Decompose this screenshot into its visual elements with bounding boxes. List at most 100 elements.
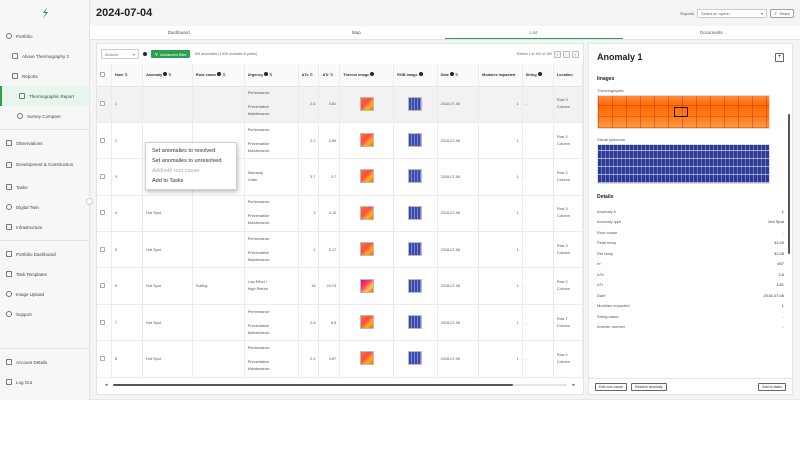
sort-icon[interactable]: ⇅ [329,72,334,78]
row-checkbox[interactable] [100,101,105,107]
sidebar-item-task-templates[interactable]: Task Templates [0,264,89,284]
thermo-thumbnail[interactable] [359,242,374,257]
rgb-thumbnail[interactable] [408,96,423,111]
rgb-thumbnail[interactable] [408,242,423,257]
sidebar-item-reports[interactable]: Reports [0,66,89,86]
rgb-thumbnail[interactable] [408,315,423,330]
row-select-cell[interactable] [97,304,112,342]
prev-page-button[interactable]: ‹ [554,50,561,58]
row-checkbox[interactable] [100,283,105,289]
menu-item-set-resolved[interactable]: Set anomalies to resolved [152,148,216,154]
table-row[interactable]: 7 Hot Spot Performance Preventative Mainte… [97,304,583,342]
row-select-cell[interactable] [97,267,112,305]
row-checkbox[interactable] [100,319,105,325]
column-header-modules[interactable]: Modules impacted [478,64,523,87]
edit-root-cause-button[interactable]: Edit root cause [595,382,627,391]
detail-scrollbar[interactable] [788,114,790,254]
export-select[interactable]: Select an option ▾ [696,8,767,18]
info-icon[interactable] [143,52,147,56]
rgb-thumbnail[interactable] [408,133,423,148]
tab-list[interactable]: List [445,26,623,39]
column-header-anomaly[interactable]: Anomaly ⇅ [142,64,193,87]
rgb-thumbnail[interactable] [408,351,423,366]
row-select-cell[interactable] [97,340,112,378]
scroll-right-icon[interactable]: ▸ [572,382,575,388]
table-row[interactable]: 6 Hot Spot Soiling Low Effort / High Retu… [97,267,583,305]
row-checkbox[interactable] [100,210,105,216]
sidebar-item-portfolio[interactable]: Portfolio [0,26,89,46]
info-icon[interactable] [370,72,375,77]
sidebar-item-log-out[interactable]: Log Out [0,372,89,392]
sort-icon[interactable]: ⇅ [168,72,172,78]
thermo-thumbnail[interactable] [359,96,374,111]
select-all-cell[interactable] [97,64,112,87]
menu-item-add-to-tasks[interactable]: Add to Tasks [152,178,184,184]
info-icon[interactable] [264,72,269,77]
row-checkbox[interactable] [100,246,105,252]
next-page-button[interactable]: › [572,50,579,58]
thermo-thumbnail[interactable] [359,351,374,366]
rgb-thumbnail[interactable] [408,169,423,184]
thermo-thumbnail[interactable] [359,278,374,293]
rgb-thumbnail[interactable] [408,278,423,293]
sort-icon[interactable]: ⇅ [222,72,226,78]
menu-item-set-unresolved[interactable]: Set anomalies to unresolved [152,158,222,164]
scroll-left-icon[interactable]: ◂ [105,382,108,388]
select-all-checkbox[interactable] [100,71,105,77]
column-header-string[interactable]: String [522,64,554,87]
sidebar-item-portfolio-dashboard[interactable]: Portfolio Dashboard [0,244,89,264]
row-select-cell[interactable] [97,231,112,269]
thermo-thumbnail[interactable] [359,315,374,330]
sidebar-item-support[interactable]: Support [0,304,89,324]
row-select-cell[interactable] [97,86,112,123]
scrollbar-thumb[interactable] [113,384,513,386]
table-row[interactable]: 5 Hot Spot Performance Preventative Mainte… [97,231,583,269]
thermo-thumbnail[interactable] [359,205,374,220]
column-header-rgb-image[interactable]: RGB image [393,64,438,87]
sort-icon[interactable]: ⇅ [455,72,459,78]
rgb-thumbnail[interactable] [408,205,423,220]
column-header-urgency[interactable]: Urgency ⇅ [244,64,299,87]
sidebar-item-image-upload[interactable]: Image Upload [0,284,89,304]
horizontal-scrollbar[interactable]: ◂ ▸ [105,382,575,388]
info-icon[interactable] [217,72,222,77]
sidebar-item-infrastructure[interactable]: Infrastructure [0,217,89,237]
row-select-cell[interactable] [97,122,112,160]
row-checkbox[interactable] [100,137,105,143]
thermo-thumbnail[interactable] [359,133,374,148]
resolve-anomaly-button[interactable]: Resolve anomaly [630,382,667,391]
sort-icon[interactable]: ⇅ [124,72,128,78]
info-icon[interactable] [418,72,423,77]
info-icon[interactable] [537,72,542,77]
column-header-root-cause[interactable]: Root cause ⇅ [192,64,245,87]
column-header-thermo-image[interactable]: Thermo image [339,64,395,87]
column-header-location[interactable]: Location [553,64,583,87]
sidebar-item-development[interactable]: Development & Construction [0,153,89,177]
add-button[interactable]: + [775,52,784,62]
sidebar-item-thermographic-report[interactable]: Thermographic Report [0,86,89,106]
table-row[interactable]: 8 Hot Spot Performance Preventative Mainte… [97,340,583,378]
sidebar-item-site[interactable]: Above Thermography 2 [0,46,89,66]
table-scroll-area[interactable]: Num ⇅ Anomaly ⇅ Root cause ⇅ Urgency ⇅ Δ… [97,64,583,394]
info-icon[interactable] [449,72,454,77]
share-button[interactable]: ⇪ Share [769,8,794,18]
sort-icon[interactable]: ⇅ [269,72,273,78]
logo[interactable] [0,0,89,26]
advanced-filter-button[interactable]: ⊽ Advanced filter [151,50,191,58]
column-header-dtr[interactable]: ΔTr ⇅ [318,64,341,87]
table-row[interactable]: 4 Hot Spot Performance Preventative Mainte… [97,195,583,233]
table-row[interactable]: 1 Performance Preventative Maintenance 2.6… [97,86,583,123]
info-icon[interactable] [163,72,168,77]
page-select[interactable] [563,50,570,58]
thermographic-image[interactable] [597,95,770,129]
thermo-thumbnail[interactable] [359,169,374,184]
column-header-num[interactable]: Num ⇅ [111,64,144,87]
add-to-tasks-button[interactable]: Add to tasks [758,382,786,391]
row-select-cell[interactable] [97,195,112,233]
column-header-dte[interactable]: ΔTe ⇅ [298,64,320,87]
column-header-date[interactable]: Date ⇅ [437,64,480,87]
row-checkbox[interactable] [100,355,105,361]
tab-documents[interactable]: Documents [699,29,723,35]
row-checkbox[interactable] [100,173,105,179]
sidebar-item-observations[interactable]: Observations [0,133,89,153]
